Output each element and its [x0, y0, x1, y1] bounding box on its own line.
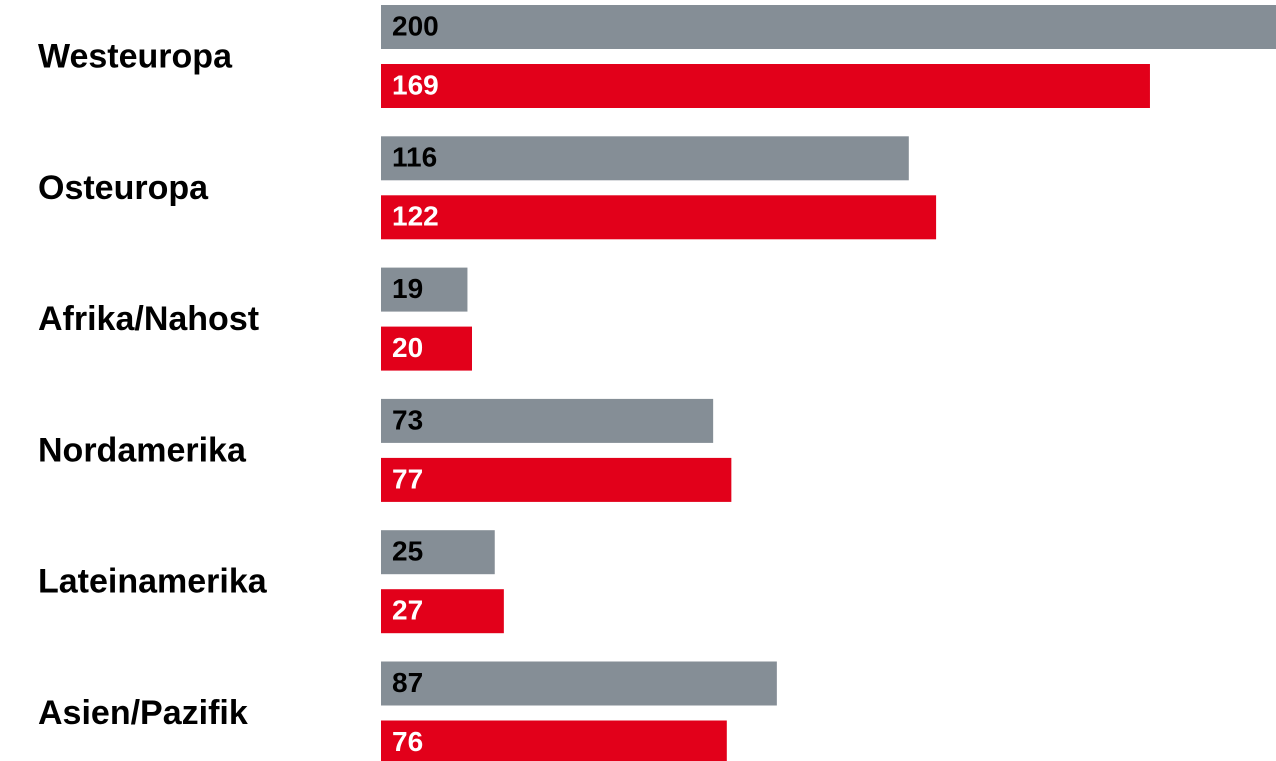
bar: [381, 720, 727, 761]
value-label: 116: [392, 142, 437, 173]
value-label: 20: [392, 332, 423, 363]
bar: [381, 326, 472, 371]
bar: [381, 661, 777, 706]
bar: [381, 64, 1150, 108]
value-label: 169: [392, 69, 439, 100]
value-label: 25: [392, 536, 423, 567]
bar: [381, 530, 495, 575]
bar: [381, 398, 714, 443]
category-label: Asien/Pazifik: [38, 694, 248, 732]
value-label: 73: [392, 404, 423, 435]
bar: [381, 589, 504, 634]
category-label: Nordamerika: [38, 431, 247, 469]
value-label: 200: [392, 10, 439, 41]
value-label: 27: [392, 595, 423, 626]
value-label: 76: [392, 726, 423, 757]
bar: [381, 5, 1276, 49]
category-label: Osteuropa: [38, 169, 209, 207]
category-label: Afrika/Nahost: [38, 300, 259, 338]
bar: [381, 267, 468, 312]
value-label: 87: [392, 667, 423, 698]
value-label: 19: [392, 273, 423, 304]
bar: [381, 136, 909, 181]
category-label: Westeuropa: [38, 37, 233, 75]
category-label: Lateinamerika: [38, 563, 268, 601]
value-label: 122: [392, 201, 439, 232]
value-label: 77: [392, 463, 423, 494]
bar: [381, 457, 732, 502]
bar: [381, 195, 937, 240]
